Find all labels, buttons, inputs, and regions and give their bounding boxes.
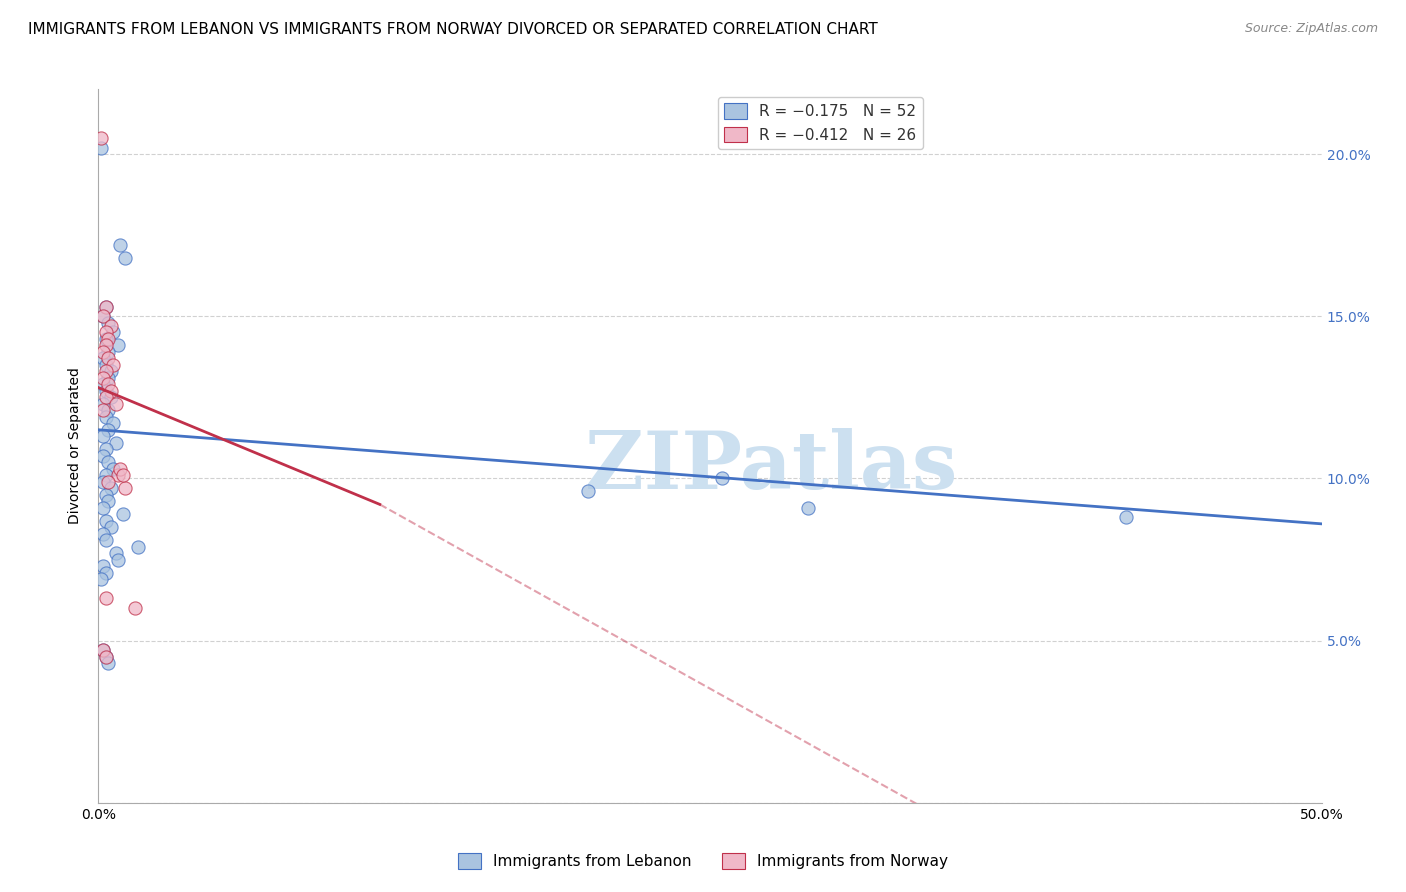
Point — [91, 559, 114, 574]
Point — [91, 500, 114, 515]
Point — [111, 507, 134, 521]
Point — [797, 500, 820, 515]
Point — [91, 397, 114, 411]
Point — [94, 332, 117, 346]
Point — [101, 326, 124, 340]
Point — [91, 371, 114, 385]
Legend: R = −0.175   N = 52, R = −0.412   N = 26: R = −0.175 N = 52, R = −0.412 N = 26 — [718, 97, 922, 149]
Point — [114, 251, 136, 265]
Point — [91, 526, 114, 541]
Point — [91, 351, 114, 366]
Point — [97, 345, 120, 359]
Point — [91, 449, 114, 463]
Point — [104, 546, 127, 560]
Point — [94, 326, 117, 340]
Point — [91, 429, 114, 443]
Point — [101, 461, 124, 475]
Point — [94, 358, 117, 372]
Point — [97, 332, 120, 346]
Point — [94, 364, 117, 378]
Point — [91, 643, 114, 657]
Point — [101, 358, 124, 372]
Y-axis label: Divorced or Separated: Divorced or Separated — [69, 368, 83, 524]
Point — [97, 455, 120, 469]
Point — [97, 657, 120, 671]
Point — [94, 488, 117, 502]
Point — [100, 520, 122, 534]
Point — [100, 384, 122, 398]
Point — [94, 591, 117, 606]
Point — [97, 423, 120, 437]
Point — [91, 475, 114, 489]
Point — [101, 417, 124, 431]
Legend: Immigrants from Lebanon, Immigrants from Norway: Immigrants from Lebanon, Immigrants from… — [451, 847, 955, 875]
Point — [90, 131, 112, 145]
Point — [91, 310, 114, 324]
Point — [97, 494, 120, 508]
Point — [111, 468, 134, 483]
Point — [107, 338, 129, 352]
Point — [94, 468, 117, 483]
Point — [91, 403, 114, 417]
Point — [1115, 510, 1137, 524]
Point — [107, 468, 129, 483]
Point — [94, 300, 117, 314]
Point — [97, 371, 120, 385]
Point — [127, 540, 149, 554]
Point — [124, 601, 146, 615]
Point — [94, 300, 117, 314]
Point — [110, 238, 132, 252]
Point — [94, 338, 117, 352]
Point — [97, 475, 120, 489]
Point — [104, 435, 127, 450]
Point — [107, 552, 129, 566]
Text: Source: ZipAtlas.com: Source: ZipAtlas.com — [1244, 22, 1378, 36]
Point — [94, 384, 117, 398]
Point — [100, 390, 122, 404]
Text: ZIPatlas: ZIPatlas — [585, 428, 957, 507]
Point — [94, 649, 117, 664]
Point — [94, 649, 117, 664]
Point — [97, 377, 120, 392]
Point — [100, 481, 122, 495]
Point — [90, 572, 112, 586]
Point — [94, 566, 117, 580]
Point — [97, 316, 120, 330]
Point — [91, 643, 114, 657]
Point — [94, 390, 117, 404]
Point — [97, 351, 120, 366]
Point — [576, 484, 599, 499]
Point — [94, 442, 117, 457]
Point — [91, 310, 114, 324]
Point — [94, 514, 117, 528]
Point — [100, 364, 122, 378]
Point — [91, 345, 114, 359]
Text: IMMIGRANTS FROM LEBANON VS IMMIGRANTS FROM NORWAY DIVORCED OR SEPARATED CORRELAT: IMMIGRANTS FROM LEBANON VS IMMIGRANTS FR… — [28, 22, 877, 37]
Point — [110, 461, 132, 475]
Point — [94, 409, 117, 424]
Point — [104, 397, 127, 411]
Point — [91, 377, 114, 392]
Point — [94, 533, 117, 547]
Point — [711, 471, 734, 485]
Point — [97, 403, 120, 417]
Point — [90, 140, 112, 154]
Point — [100, 318, 122, 333]
Point — [114, 481, 136, 495]
